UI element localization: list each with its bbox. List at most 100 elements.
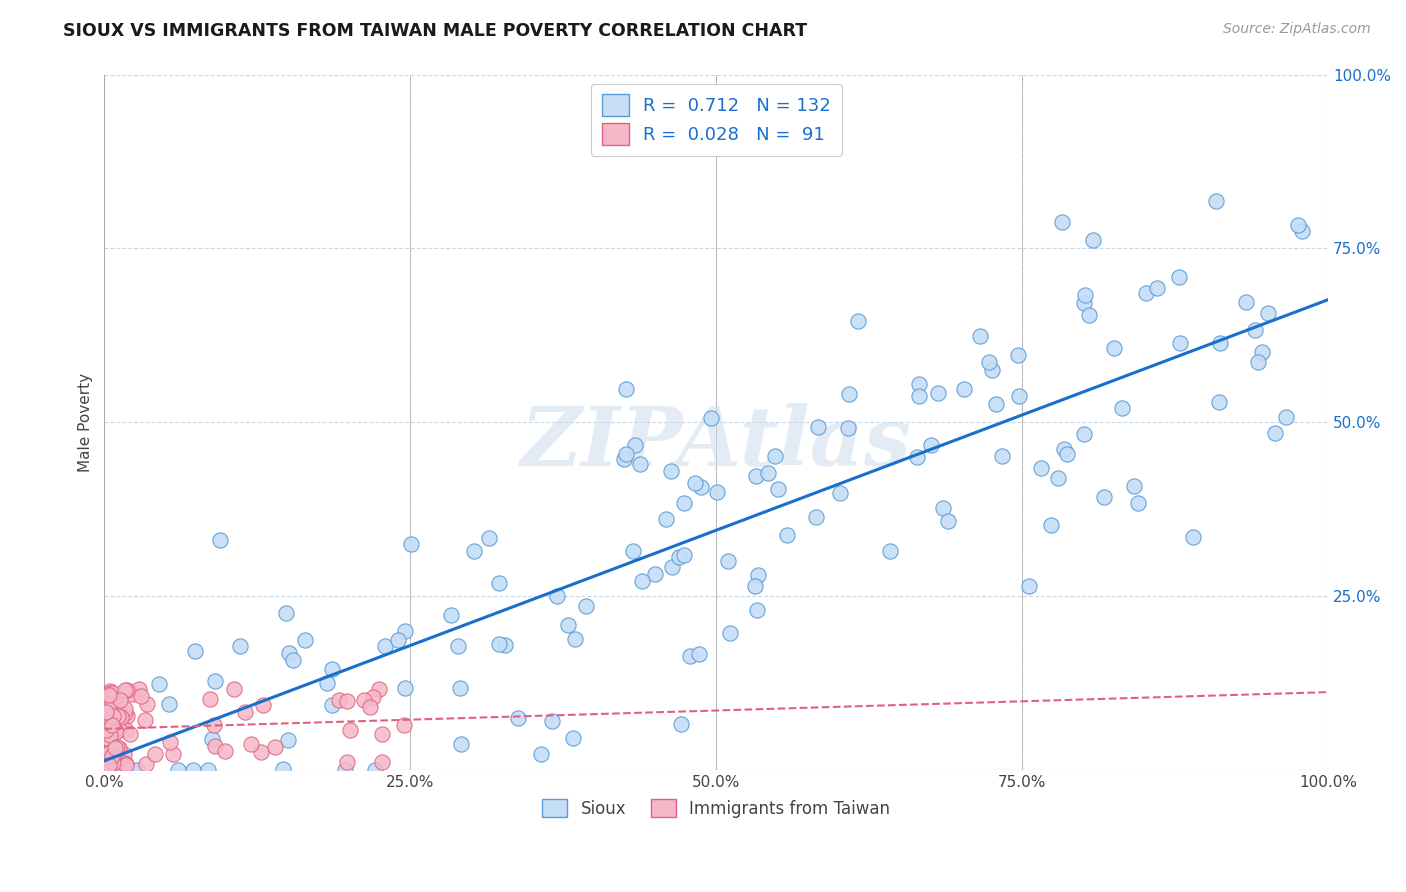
Point <box>97 746 120 760</box>
Point <box>108 722 131 736</box>
Point <box>336 693 359 707</box>
Point <box>363 690 385 705</box>
Point <box>277 647 299 661</box>
Point <box>115 683 138 698</box>
Point <box>1077 308 1099 322</box>
Point <box>807 420 830 434</box>
Point <box>134 713 156 727</box>
Point <box>668 549 690 564</box>
Point <box>980 362 1002 376</box>
Point <box>294 632 316 647</box>
Point <box>157 698 180 712</box>
Point <box>613 452 636 467</box>
Point <box>908 377 931 392</box>
Point <box>1135 286 1157 301</box>
Point <box>1264 425 1286 440</box>
Point <box>679 649 702 664</box>
Point <box>1029 460 1052 475</box>
Point <box>104 741 127 756</box>
Point <box>1056 447 1078 461</box>
Point <box>105 740 128 755</box>
Point <box>110 709 132 723</box>
Point <box>450 737 472 751</box>
Text: ZIPAtlas: ZIPAtlas <box>520 403 911 483</box>
Point <box>104 759 127 773</box>
Point <box>101 692 124 706</box>
Point <box>159 734 181 748</box>
Point <box>1251 345 1274 359</box>
Point <box>530 747 553 761</box>
Point <box>101 685 124 699</box>
Point <box>969 329 991 343</box>
Point <box>94 752 117 766</box>
Point <box>449 681 471 696</box>
Point <box>392 718 415 732</box>
Point <box>463 544 485 558</box>
Point <box>557 618 579 632</box>
Point <box>104 755 127 769</box>
Point <box>127 763 149 777</box>
Point <box>104 756 127 771</box>
Point <box>546 590 568 604</box>
Point <box>927 386 949 401</box>
Point <box>148 677 170 691</box>
Point <box>837 421 859 435</box>
Point <box>1073 288 1095 302</box>
Point <box>1244 322 1267 336</box>
Point <box>494 638 516 652</box>
Point <box>706 485 728 500</box>
Point <box>328 693 350 707</box>
Point <box>1205 194 1227 209</box>
Point <box>541 714 564 729</box>
Point <box>100 748 122 763</box>
Point <box>100 702 122 716</box>
Point <box>103 693 125 707</box>
Point <box>250 745 273 759</box>
Point <box>932 500 955 515</box>
Point <box>478 531 501 545</box>
Point <box>204 673 226 688</box>
Point <box>101 756 124 770</box>
Point <box>339 723 361 737</box>
Point <box>399 537 422 551</box>
Point <box>745 468 768 483</box>
Point <box>103 717 125 731</box>
Point <box>387 632 409 647</box>
Point <box>1291 224 1313 238</box>
Point <box>98 728 121 742</box>
Point <box>1111 401 1133 415</box>
Point <box>1081 233 1104 247</box>
Point <box>114 682 136 697</box>
Point <box>747 568 769 582</box>
Point <box>1247 355 1270 369</box>
Point <box>200 692 222 706</box>
Point <box>336 756 359 770</box>
Point <box>1234 294 1257 309</box>
Point <box>804 510 827 524</box>
Point <box>1039 518 1062 533</box>
Point <box>488 637 510 651</box>
Point <box>316 675 339 690</box>
Point <box>105 725 128 739</box>
Point <box>1168 335 1191 350</box>
Point <box>1181 530 1204 544</box>
Text: SIOUX VS IMMIGRANTS FROM TAIWAN MALE POVERTY CORRELATION CHART: SIOUX VS IMMIGRANTS FROM TAIWAN MALE POV… <box>63 22 807 40</box>
Point <box>107 708 129 723</box>
Point <box>838 387 860 401</box>
Point <box>114 702 136 716</box>
Point <box>908 388 931 402</box>
Point <box>394 624 416 638</box>
Point <box>905 450 928 464</box>
Point <box>616 447 638 461</box>
Point <box>222 682 245 697</box>
Legend: Sioux, Immigrants from Taiwan: Sioux, Immigrants from Taiwan <box>536 793 897 824</box>
Point <box>447 639 470 653</box>
Point <box>166 763 188 777</box>
Point <box>744 579 766 593</box>
Point <box>239 737 262 751</box>
Point <box>100 710 122 724</box>
Point <box>114 758 136 772</box>
Point <box>96 756 118 771</box>
Point <box>630 574 652 588</box>
Point <box>575 599 598 614</box>
